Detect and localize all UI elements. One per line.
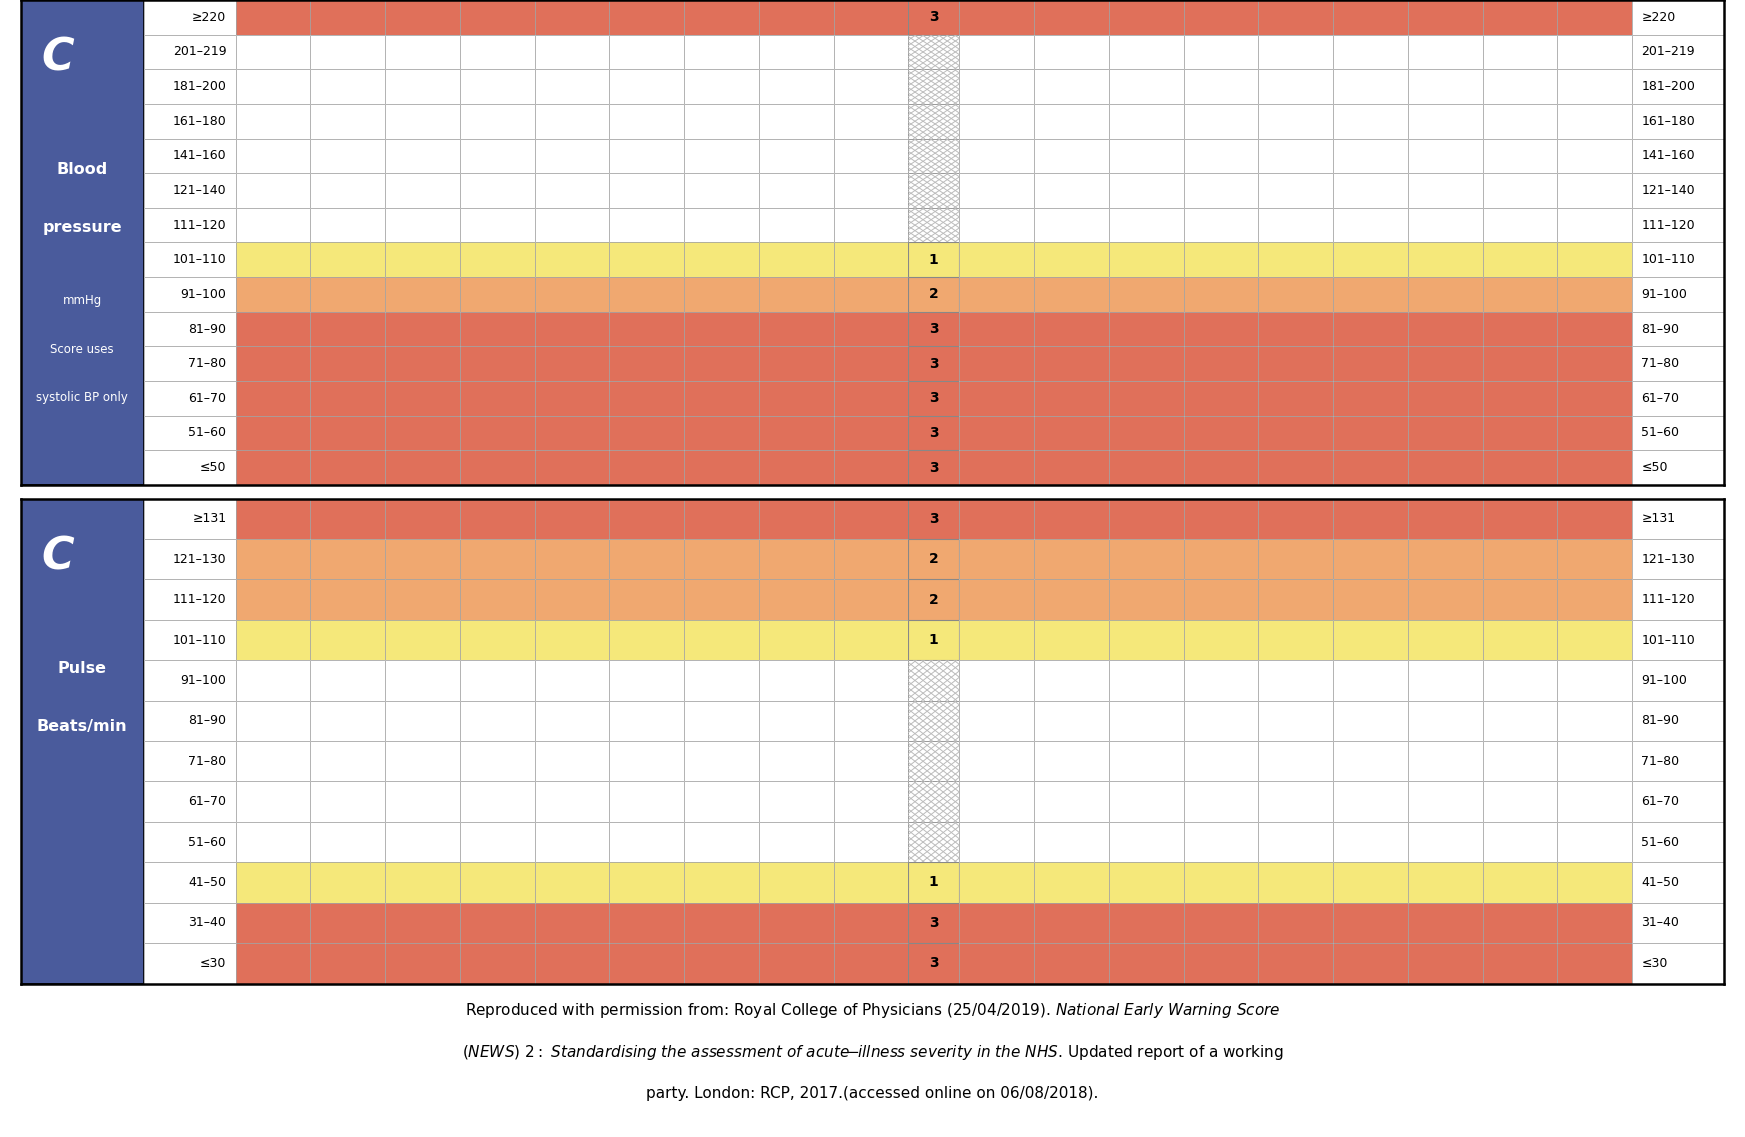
Text: 121–130: 121–130 xyxy=(173,553,227,566)
Text: 111–120: 111–120 xyxy=(1642,218,1694,232)
Text: 41–50: 41–50 xyxy=(188,875,227,889)
Text: ≤50: ≤50 xyxy=(201,462,227,474)
Text: 71–80: 71–80 xyxy=(188,357,227,371)
Text: 51–60: 51–60 xyxy=(188,836,227,848)
Text: 111–120: 111–120 xyxy=(173,218,227,232)
Text: 81–90: 81–90 xyxy=(1642,714,1679,728)
Text: 2: 2 xyxy=(928,288,939,301)
Text: 41–50: 41–50 xyxy=(1642,875,1679,889)
Text: 31–40: 31–40 xyxy=(1642,916,1679,929)
Text: ≥131: ≥131 xyxy=(1642,513,1675,525)
Text: 91–100: 91–100 xyxy=(1642,288,1687,301)
Text: Score uses: Score uses xyxy=(51,342,113,356)
Text: 111–120: 111–120 xyxy=(1642,594,1694,606)
Text: 3: 3 xyxy=(928,956,939,970)
Text: 51–60: 51–60 xyxy=(1642,426,1679,440)
Text: pressure: pressure xyxy=(42,221,122,235)
Text: 91–100: 91–100 xyxy=(180,674,227,687)
Text: 101–110: 101–110 xyxy=(1642,633,1694,647)
Text: 181–200: 181–200 xyxy=(1642,80,1694,93)
Text: Pulse: Pulse xyxy=(58,661,106,675)
Text: 71–80: 71–80 xyxy=(188,755,227,767)
Text: 71–80: 71–80 xyxy=(1642,357,1679,371)
Text: 181–200: 181–200 xyxy=(173,80,227,93)
Text: 121–130: 121–130 xyxy=(1642,553,1694,566)
Text: 101–110: 101–110 xyxy=(1642,254,1694,266)
Text: C: C xyxy=(42,36,73,80)
Text: 61–70: 61–70 xyxy=(1642,392,1679,405)
Text: ≤50: ≤50 xyxy=(1642,462,1668,474)
Text: 101–110: 101–110 xyxy=(173,633,227,647)
Text: 161–180: 161–180 xyxy=(173,115,227,127)
Text: 121–140: 121–140 xyxy=(1642,184,1694,197)
Text: 3: 3 xyxy=(928,460,939,474)
Text: 3: 3 xyxy=(928,322,939,337)
Text: 3: 3 xyxy=(928,391,939,405)
Text: 101–110: 101–110 xyxy=(173,254,227,266)
Text: Reproduced with permission from: Royal College of Physicians (25/04/2019). $\it{: Reproduced with permission from: Royal C… xyxy=(464,1001,1281,1020)
Text: 91–100: 91–100 xyxy=(180,288,227,301)
Text: 1: 1 xyxy=(928,252,939,267)
Text: party. London: RCP, 2017.(accessed online on 06/08/2018).: party. London: RCP, 2017.(accessed onlin… xyxy=(646,1086,1099,1101)
Text: 51–60: 51–60 xyxy=(1642,836,1679,848)
Text: 3: 3 xyxy=(928,512,939,525)
Text: 141–160: 141–160 xyxy=(173,149,227,163)
Text: 141–160: 141–160 xyxy=(1642,149,1694,163)
Text: ≤30: ≤30 xyxy=(1642,957,1668,970)
Text: 3: 3 xyxy=(928,916,939,930)
Text: 2: 2 xyxy=(928,553,939,566)
Text: C: C xyxy=(42,536,73,579)
Text: 1: 1 xyxy=(928,875,939,889)
Text: 3: 3 xyxy=(928,10,939,24)
Text: 3: 3 xyxy=(928,426,939,440)
Text: 61–70: 61–70 xyxy=(1642,795,1679,808)
Text: 2: 2 xyxy=(928,592,939,607)
Text: Blood: Blood xyxy=(56,163,108,177)
Text: 1: 1 xyxy=(928,633,939,647)
Text: 81–90: 81–90 xyxy=(188,323,227,335)
Text: 71–80: 71–80 xyxy=(1642,755,1679,767)
Text: 201–219: 201–219 xyxy=(1642,45,1694,58)
Text: 81–90: 81–90 xyxy=(188,714,227,728)
Text: 61–70: 61–70 xyxy=(188,392,227,405)
Text: systolic BP only: systolic BP only xyxy=(37,391,127,404)
Text: 161–180: 161–180 xyxy=(1642,115,1694,127)
Text: 61–70: 61–70 xyxy=(188,795,227,808)
Text: 121–140: 121–140 xyxy=(173,184,227,197)
Text: Beats/min: Beats/min xyxy=(37,719,127,735)
Text: 81–90: 81–90 xyxy=(1642,323,1679,335)
Text: ≤30: ≤30 xyxy=(201,957,227,970)
Text: $\it{(NEWS)\ 2:\ Standardising\ the\ assessment\ of\ acute\!\!-\!\!illness\ seve: $\it{(NEWS)\ 2:\ Standardising\ the\ ass… xyxy=(462,1044,1283,1062)
Text: ≥220: ≥220 xyxy=(192,11,227,24)
Text: ≥220: ≥220 xyxy=(1642,11,1675,24)
Text: 111–120: 111–120 xyxy=(173,594,227,606)
Text: mmHg: mmHg xyxy=(63,294,101,307)
Text: 3: 3 xyxy=(928,357,939,371)
Text: 91–100: 91–100 xyxy=(1642,674,1687,687)
Text: 51–60: 51–60 xyxy=(188,426,227,440)
Text: 31–40: 31–40 xyxy=(188,916,227,929)
Text: ≥131: ≥131 xyxy=(192,513,227,525)
Text: 201–219: 201–219 xyxy=(173,45,227,58)
